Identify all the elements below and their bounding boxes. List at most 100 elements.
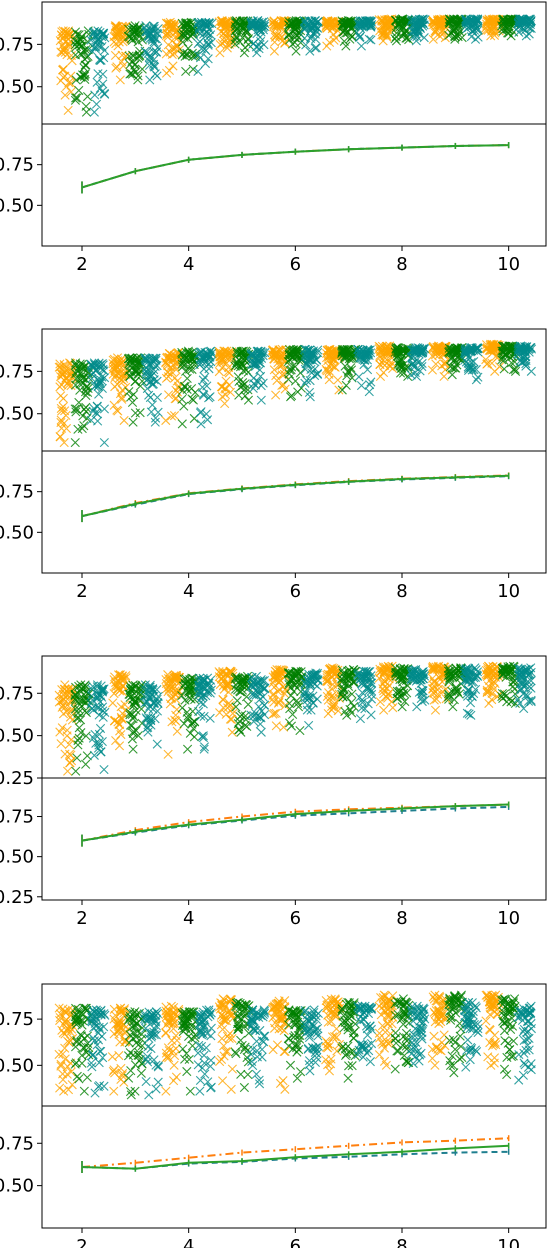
x-tick-label: 6 bbox=[290, 254, 301, 275]
scatter-point bbox=[430, 705, 441, 715]
x-tick-label: 8 bbox=[396, 254, 407, 275]
scatter-point bbox=[269, 46, 279, 56]
scatter-point bbox=[415, 15, 426, 26]
scatter-point bbox=[333, 375, 343, 385]
scatter-point bbox=[234, 724, 245, 735]
panel-7: 0.500.75 bbox=[0, 983, 547, 1107]
scatter-point bbox=[301, 40, 311, 50]
scatter-point bbox=[472, 23, 483, 33]
scatter-point bbox=[466, 22, 477, 32]
scatter-series-1 bbox=[54, 339, 505, 448]
scatter-point bbox=[355, 32, 365, 43]
scatter-point bbox=[150, 417, 160, 427]
scatter-point bbox=[390, 1064, 400, 1074]
scatter-point bbox=[164, 23, 174, 33]
scatter-point bbox=[230, 39, 240, 49]
scatter-point bbox=[129, 22, 139, 33]
scatter-point bbox=[169, 48, 180, 59]
scatter-point bbox=[312, 22, 322, 32]
line-series-2 bbox=[81, 473, 510, 523]
scatter-point bbox=[118, 22, 128, 32]
scatter-point bbox=[498, 15, 508, 25]
scatter-series-1 bbox=[55, 14, 504, 116]
x-tick-label: 10 bbox=[497, 254, 520, 275]
scatter-point bbox=[193, 66, 203, 77]
scatter-point bbox=[256, 36, 266, 46]
scatter-point bbox=[313, 1031, 323, 1041]
scatter-point bbox=[127, 35, 137, 46]
scatter-point bbox=[146, 1043, 156, 1054]
scatter-point bbox=[215, 48, 225, 58]
scatter-point bbox=[177, 419, 187, 429]
scatter-point bbox=[217, 351, 227, 361]
scatter-point bbox=[66, 1067, 76, 1077]
scatter-point bbox=[345, 23, 356, 33]
scatter-point bbox=[203, 54, 213, 64]
scatter-point bbox=[252, 1036, 262, 1046]
scatter-point bbox=[278, 722, 289, 732]
scatter-point bbox=[379, 1056, 390, 1066]
scatter-point bbox=[216, 27, 226, 37]
scatter-point bbox=[374, 1001, 384, 1011]
scatter-point bbox=[99, 404, 110, 414]
scatter-series-1 bbox=[54, 661, 505, 776]
scatter-point bbox=[391, 23, 401, 33]
scatter-point bbox=[504, 28, 514, 38]
y-tick-label: 0.50 bbox=[0, 726, 34, 747]
scatter-point bbox=[309, 22, 320, 32]
scatter-point bbox=[127, 69, 138, 79]
scatter-point bbox=[258, 25, 268, 35]
scatter-point bbox=[117, 385, 127, 395]
scatter-point bbox=[415, 18, 426, 28]
scatter-point bbox=[198, 731, 208, 741]
scatter-point bbox=[67, 56, 77, 66]
scatter-point bbox=[109, 1029, 119, 1039]
scatter-point bbox=[195, 36, 205, 47]
scatter-point bbox=[56, 76, 66, 86]
scatter-point bbox=[81, 731, 91, 741]
scatter-point bbox=[430, 28, 440, 38]
scatter-point bbox=[205, 713, 215, 723]
scatter-point bbox=[151, 1084, 161, 1094]
scatter-point bbox=[137, 64, 147, 74]
scatter-point bbox=[71, 75, 81, 85]
scatter-point bbox=[87, 46, 97, 56]
scatter-point bbox=[92, 77, 102, 87]
scatter-point bbox=[91, 42, 101, 52]
scatter-point bbox=[163, 367, 173, 377]
scatter-point bbox=[364, 34, 374, 44]
scatter-point bbox=[295, 368, 305, 378]
scatter-point bbox=[238, 16, 248, 26]
scatter-point bbox=[98, 69, 108, 79]
scatter-point bbox=[243, 699, 253, 710]
scatter-point bbox=[111, 370, 121, 380]
scatter-point bbox=[110, 382, 120, 392]
y-tick-label: 0.75 bbox=[0, 807, 34, 828]
scatter-point bbox=[270, 37, 280, 47]
scatter-point bbox=[392, 1046, 402, 1056]
scatter-point bbox=[120, 700, 130, 710]
scatter-point bbox=[247, 18, 257, 28]
scatter-point bbox=[110, 22, 120, 32]
scatter-point bbox=[165, 699, 175, 709]
scatter-point bbox=[55, 382, 65, 392]
scatter-point bbox=[188, 51, 198, 61]
scatter-point bbox=[123, 1051, 134, 1061]
scatter-point bbox=[428, 34, 438, 44]
scatter-point bbox=[366, 1039, 377, 1049]
scatter-point bbox=[471, 375, 481, 385]
scatter-point bbox=[119, 415, 129, 426]
scatter-point bbox=[485, 1025, 495, 1035]
scatter-point bbox=[393, 1046, 403, 1056]
scatter-point bbox=[398, 1032, 409, 1042]
scatter-point bbox=[169, 1060, 179, 1070]
scatter-point bbox=[430, 1060, 440, 1070]
scatter-point bbox=[177, 394, 187, 404]
scatter-point bbox=[343, 1073, 353, 1083]
scatter-point bbox=[338, 20, 348, 30]
scatter-point bbox=[59, 437, 69, 448]
scatter-point bbox=[79, 1033, 90, 1043]
scatter-point bbox=[57, 1025, 67, 1035]
